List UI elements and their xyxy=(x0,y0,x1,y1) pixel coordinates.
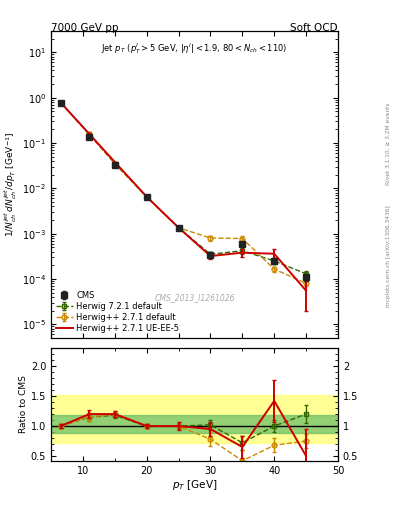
Herwig++ 2.7.1 UE-EE-5 xyxy=(58,99,63,105)
Legend: CMS, Herwig 7.2.1 default, Herwig++ 2.7.1 default, Herwig++ 2.7.1 UE-EE-5: CMS, Herwig 7.2.1 default, Herwig++ 2.7.… xyxy=(54,289,181,334)
Herwig++ 2.7.1 UE-EE-5 xyxy=(208,253,213,259)
Herwig++ 2.7.1 UE-EE-5 xyxy=(87,131,92,137)
Herwig++ 2.7.1 UE-EE-5 xyxy=(304,288,309,294)
Herwig++ 2.7.1 UE-EE-5 xyxy=(144,194,149,200)
Y-axis label: Ratio to CMS: Ratio to CMS xyxy=(19,375,28,434)
X-axis label: $p_T$ [GeV]: $p_T$ [GeV] xyxy=(172,478,217,493)
Text: Rivet 3.1.10, ≥ 3.2M events: Rivet 3.1.10, ≥ 3.2M events xyxy=(386,102,391,185)
Text: Soft QCD: Soft QCD xyxy=(290,23,338,33)
Herwig++ 2.7.1 UE-EE-5 xyxy=(272,251,277,257)
Text: CMS_2013_I1261026: CMS_2013_I1261026 xyxy=(154,293,235,303)
Y-axis label: $1/N_{ch}^{jet}\,dN_{ch}^{jet}/dp_{T}$ [GeV$^{-1}$]: $1/N_{ch}^{jet}\,dN_{ch}^{jet}/dp_{T}$ [… xyxy=(3,132,19,237)
Text: mcplots.cern.ch [arXiv:1306.3436]: mcplots.cern.ch [arXiv:1306.3436] xyxy=(386,205,391,307)
Text: Jet $p_T$ ($p_T^l$$>$5 GeV, $|\eta^l|$$<$1.9, 80$<N_{ch}<$110): Jet $p_T$ ($p_T^l$$>$5 GeV, $|\eta^l|$$<… xyxy=(101,41,288,56)
Text: 7000 GeV pp: 7000 GeV pp xyxy=(51,23,119,33)
Line: Herwig++ 2.7.1 UE-EE-5: Herwig++ 2.7.1 UE-EE-5 xyxy=(61,102,306,291)
Herwig++ 2.7.1 UE-EE-5 xyxy=(240,250,245,256)
Herwig++ 2.7.1 UE-EE-5 xyxy=(112,159,117,165)
Herwig++ 2.7.1 UE-EE-5 xyxy=(176,225,181,231)
